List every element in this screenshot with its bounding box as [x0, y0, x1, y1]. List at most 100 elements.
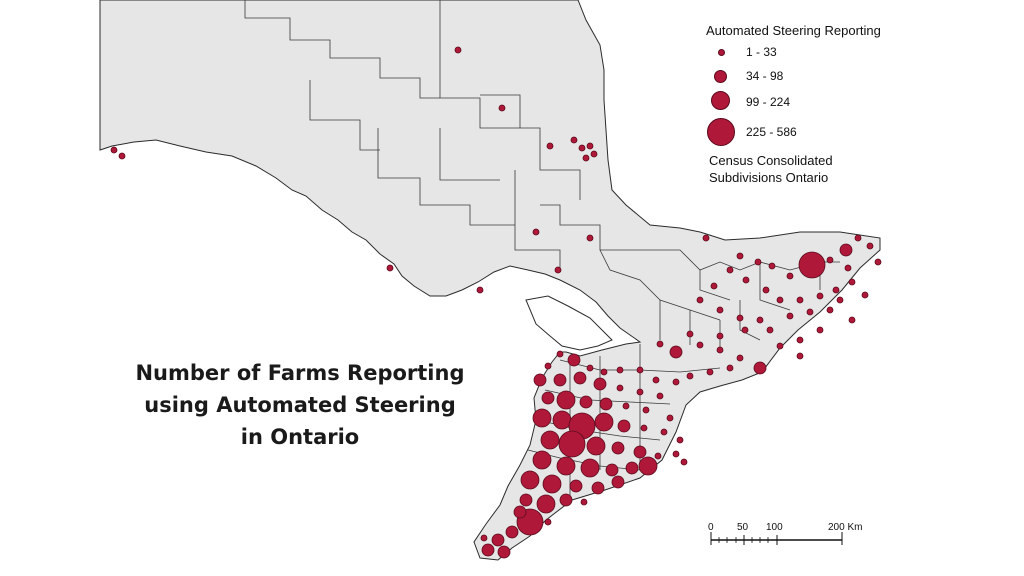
farm-count-symbol — [786, 312, 794, 320]
farm-count-symbol — [611, 475, 625, 489]
farm-count-symbol — [556, 456, 576, 476]
farm-count-symbol — [556, 390, 576, 410]
legend-label: 1 - 33 — [746, 45, 777, 59]
farm-count-symbol — [569, 479, 583, 493]
farm-count-symbol — [497, 545, 511, 559]
farm-count-symbol — [513, 505, 527, 519]
farm-count-symbol — [540, 430, 560, 450]
scale-label: 50 — [737, 522, 749, 533]
farm-count-symbol — [505, 525, 519, 539]
legend-note-line: Subdivisions Ontario — [709, 170, 829, 185]
farm-count-symbol — [742, 276, 750, 284]
farm-count-symbol — [617, 419, 631, 433]
farm-count-symbol — [544, 518, 552, 526]
farm-count-symbol — [672, 378, 680, 386]
farm-count-symbol — [776, 342, 784, 350]
farm-count-symbol — [676, 436, 684, 444]
farm-count-symbol — [591, 481, 605, 495]
farm-count-symbol — [616, 384, 624, 392]
scale-label: 200 Km — [828, 522, 863, 533]
farm-count-symbol — [696, 341, 704, 349]
legend-symbol-large — [711, 91, 730, 110]
farm-count-symbol — [766, 326, 774, 334]
farm-count-symbol — [666, 414, 674, 422]
scale-label: 0 — [708, 522, 714, 533]
farm-count-symbol — [736, 314, 744, 322]
farm-count-symbol — [491, 533, 505, 547]
farm-count-symbol — [532, 450, 552, 470]
farm-count-symbol — [544, 362, 552, 370]
farm-count-symbol — [848, 316, 856, 324]
farm-count-symbol — [586, 436, 606, 456]
legend-label: 99 - 224 — [746, 95, 791, 109]
farm-count-symbol — [726, 364, 734, 372]
farm-count-symbol — [680, 458, 688, 466]
farm-count-symbol — [498, 104, 506, 112]
legend-symbol-medium — [714, 70, 727, 83]
farm-count-symbol — [118, 152, 126, 160]
farm-count-symbol — [826, 306, 834, 314]
farm-count-symbol — [656, 340, 664, 348]
farm-count-symbol — [542, 474, 562, 494]
farm-count-symbol — [669, 345, 683, 359]
farm-count-symbol — [573, 371, 587, 385]
farm-count-symbol — [754, 258, 762, 266]
farm-count-symbol — [726, 266, 734, 274]
farm-count-symbol — [480, 534, 488, 542]
legend-note-line: Census Consolidated — [709, 153, 833, 168]
farm-count-symbol — [776, 296, 784, 304]
farm-count-symbol — [622, 402, 630, 410]
farm-count-symbol — [570, 136, 578, 144]
farm-count-symbol — [586, 364, 594, 372]
farm-count-symbol — [554, 266, 562, 274]
farm-count-symbol — [578, 144, 586, 152]
legend-symbol-xlarge — [707, 118, 735, 146]
farm-count-symbol — [672, 450, 680, 458]
farm-count-symbol — [582, 154, 590, 162]
farm-count-symbol — [736, 252, 744, 260]
farm-count-symbol — [656, 392, 664, 400]
farm-count-symbol — [642, 406, 650, 414]
farm-count-symbol — [520, 470, 540, 490]
farm-count-symbol — [556, 350, 564, 358]
farm-count-symbol — [636, 366, 644, 374]
legend-symbol-small — [718, 49, 725, 56]
legend-label: 34 - 98 — [746, 69, 784, 83]
farm-count-symbol — [741, 326, 749, 334]
farm-count-symbol — [826, 256, 834, 264]
legend-note: Census Consolidated Subdivisions Ontario — [709, 152, 879, 186]
farm-count-symbol — [611, 441, 625, 455]
farm-count-symbol — [590, 150, 598, 158]
farm-count-symbol — [586, 142, 594, 150]
ontario-landmass — [99, 0, 881, 561]
farm-count-symbol — [696, 296, 704, 304]
farm-count-symbol — [796, 352, 804, 360]
farm-count-symbol — [756, 316, 764, 324]
farm-count-symbol — [476, 286, 484, 294]
farm-count-symbol — [580, 498, 588, 506]
farm-count-symbol — [559, 493, 573, 507]
farm-count-symbol — [640, 424, 648, 432]
farm-count-symbol — [616, 366, 624, 374]
farm-count-symbol — [762, 286, 770, 294]
map-title-line: using Automated Steering — [144, 393, 456, 417]
farm-count-symbol — [586, 234, 594, 242]
farm-count-symbol — [546, 142, 554, 150]
farm-count-symbol — [686, 330, 694, 338]
farm-count-symbol — [806, 308, 814, 316]
farm-count-symbol — [836, 296, 844, 304]
farm-count-symbol — [600, 368, 608, 376]
farm-count-symbol — [816, 326, 824, 334]
farm-count-symbol — [553, 373, 567, 387]
legend-label: 225 - 586 — [746, 125, 797, 139]
farm-count-symbol — [716, 332, 724, 340]
scale-bar — [710, 532, 843, 545]
farm-count-symbol — [579, 395, 593, 409]
farm-count-symbol — [558, 430, 586, 458]
farm-count-symbol — [874, 258, 882, 266]
farm-count-symbol — [736, 354, 744, 362]
farm-count-symbol — [567, 353, 581, 367]
farm-count-symbol — [706, 368, 714, 376]
map-title: Number of Farms Reporting using Automate… — [110, 357, 490, 453]
